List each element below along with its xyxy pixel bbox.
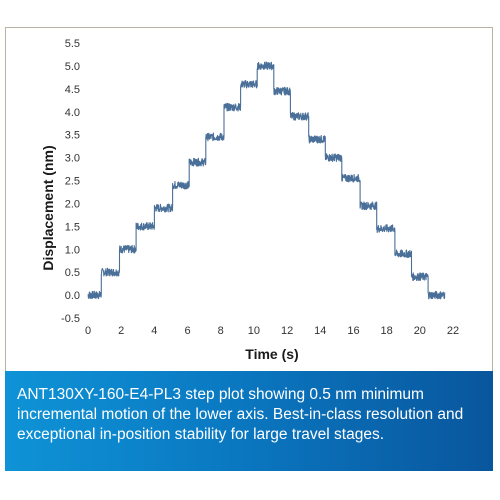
x-tick-label: 20 xyxy=(414,325,426,337)
displacement-trace xyxy=(87,61,446,300)
y-tick-label: 4.0 xyxy=(65,107,80,119)
x-tick-label: 16 xyxy=(347,325,359,337)
x-tick-label: 14 xyxy=(314,325,326,337)
y-tick-label: 2.5 xyxy=(65,176,80,188)
caption-line-2: incremental motion of the lower axis. Be… xyxy=(17,406,464,423)
x-tick-label: 12 xyxy=(281,325,293,337)
x-tick-label: 0 xyxy=(85,325,91,337)
x-axis-label: Time (s) xyxy=(245,346,298,362)
x-tick-labels: 0 2 4 6 8 10 12 14 16 18 20 22 xyxy=(85,325,459,337)
x-tick-label: 2 xyxy=(118,325,124,337)
y-tick-label: 1.5 xyxy=(65,221,80,233)
step-plot-chart: -0.5 0.0 0.5 1.0 1.5 2.0 2.5 3.0 3.5 4.0 4.5 5.0 5.5… xyxy=(40,38,459,362)
x-tick-label: 6 xyxy=(184,325,190,337)
caption-line-1: ANT130XY-160-E4-PL3 step plot showing 0.… xyxy=(17,386,424,403)
x-tick-label: 18 xyxy=(381,325,393,337)
x-tick-label: 4 xyxy=(151,325,157,337)
y-tick-label: -0.5 xyxy=(61,313,80,325)
y-tick-label: 4.5 xyxy=(65,84,80,96)
y-tick-label: 0.0 xyxy=(65,290,80,302)
y-tick-label: 5.5 xyxy=(65,38,80,50)
y-tick-label: 1.0 xyxy=(65,244,80,256)
x-tick-label: 22 xyxy=(447,325,459,337)
y-tick-label: 3.0 xyxy=(65,153,80,165)
x-tick-label: 10 xyxy=(248,325,260,337)
y-axis-label: Displacement (nm) xyxy=(40,145,56,270)
y-tick-label: 2.0 xyxy=(65,198,80,210)
y-tick-labels: -0.5 0.0 0.5 1.0 1.5 2.0 2.5 3.0 3.5 4.0 4.5 5.0 5.5 xyxy=(61,38,80,325)
caption-banner: ANT130XY-160-E4-PL3 step plot showing 0.… xyxy=(5,371,493,471)
y-tick-label: 5.0 xyxy=(65,61,80,73)
caption-line-3: exceptional in-position stability for la… xyxy=(17,426,385,443)
y-tick-label: 3.5 xyxy=(65,130,80,142)
y-tick-label: 0.5 xyxy=(65,267,80,279)
x-tick-label: 8 xyxy=(218,325,224,337)
